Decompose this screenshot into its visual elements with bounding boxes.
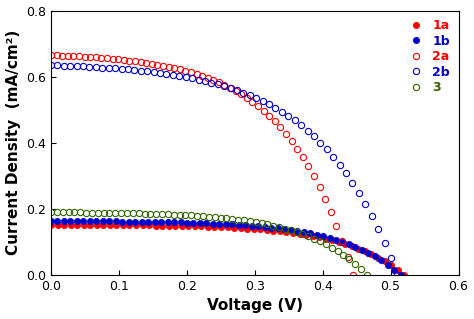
1a: [362, 249, 368, 253]
Line: 3: 3: [48, 209, 370, 278]
Y-axis label: Current Density  (mA/cm²): Current Density (mA/cm²): [6, 30, 20, 256]
1a: [179, 224, 185, 228]
Line: 2b: 2b: [48, 62, 401, 278]
3: [364, 273, 370, 277]
3: [165, 212, 171, 216]
3: [107, 211, 112, 215]
1b: [359, 248, 365, 252]
1b: [398, 273, 404, 277]
1b: [392, 268, 397, 271]
2b: [394, 273, 400, 277]
1a: [401, 273, 407, 277]
3: [358, 267, 364, 271]
2a: [317, 185, 322, 189]
2a: [121, 58, 127, 62]
1b: [113, 219, 118, 223]
1b: [132, 220, 138, 224]
2a: [350, 273, 356, 277]
2a: [104, 56, 110, 60]
Line: 1a: 1a: [48, 222, 407, 278]
Line: 1b: 1b: [48, 218, 404, 278]
2b: [131, 68, 137, 72]
2b: [176, 74, 182, 78]
Line: 2a: 2a: [48, 52, 356, 278]
1a: [87, 223, 93, 227]
2b: [388, 256, 394, 260]
3: [124, 211, 130, 215]
Legend: 1a, 1b, 2a, 2b, 3: 1a, 1b, 2a, 2b, 3: [401, 17, 452, 97]
1b: [48, 219, 54, 223]
1a: [395, 268, 401, 272]
3: [329, 246, 335, 249]
2a: [48, 53, 54, 57]
2b: [87, 65, 92, 69]
1a: [48, 223, 54, 227]
1a: [133, 223, 139, 227]
2b: [48, 63, 54, 67]
2b: [112, 66, 118, 70]
2b: [356, 191, 362, 195]
1a: [114, 223, 119, 227]
2a: [345, 255, 350, 259]
3: [48, 210, 54, 214]
2a: [160, 64, 166, 68]
1b: [178, 220, 183, 224]
3: [83, 211, 89, 214]
2a: [82, 55, 87, 59]
1b: [87, 219, 93, 223]
X-axis label: Voltage (V): Voltage (V): [207, 299, 303, 314]
